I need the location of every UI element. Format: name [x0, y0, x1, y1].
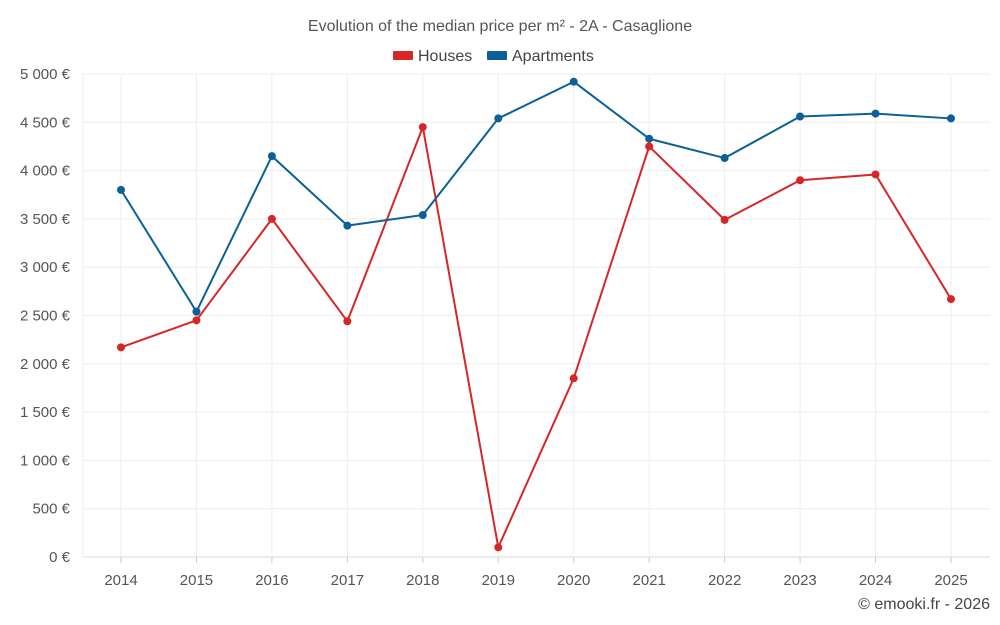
data-point-houses[interactable]: [192, 316, 201, 325]
y-tick-label: 3 000 €: [20, 259, 71, 276]
data-point-houses[interactable]: [267, 214, 276, 223]
y-tick-label: 0 €: [49, 549, 71, 566]
data-point-apartments[interactable]: [192, 307, 201, 316]
data-point-apartments[interactable]: [796, 112, 805, 121]
series-layer: [117, 77, 955, 552]
x-tick-label: 2022: [708, 572, 741, 589]
copyright-text: © emooki.fr - 2026: [858, 596, 990, 613]
data-point-houses[interactable]: [645, 142, 654, 151]
legend-swatch-apartments: [487, 51, 507, 60]
series-apartments: [117, 77, 955, 316]
x-tick-label: 2016: [255, 572, 288, 589]
data-point-apartments[interactable]: [343, 221, 352, 230]
data-point-apartments[interactable]: [494, 114, 503, 123]
x-tick-label: 2025: [934, 572, 967, 589]
y-tick-label: 1 500 €: [20, 404, 71, 421]
data-point-houses[interactable]: [871, 170, 880, 179]
data-point-houses[interactable]: [720, 215, 729, 224]
grid: [83, 73, 990, 558]
series-line-houses: [120, 126, 952, 549]
axes: 0 € 500 € 1 000 € 1 500 € 2 000 € 2 500 € 3 00…: [20, 66, 968, 589]
x-tick-label: 2018: [406, 572, 439, 589]
data-point-apartments[interactable]: [947, 114, 955, 123]
data-point-houses[interactable]: [343, 317, 352, 326]
legend-swatch-houses: [393, 51, 413, 60]
data-point-houses[interactable]: [569, 374, 578, 383]
x-tick-label: 2019: [482, 572, 515, 589]
legend-label-apartments[interactable]: Apartments: [512, 48, 594, 65]
data-point-apartments[interactable]: [569, 77, 578, 86]
x-tick-label: 2017: [331, 572, 364, 589]
x-tick-label: 2014: [104, 572, 137, 589]
y-tick-label: 2 000 €: [20, 356, 71, 373]
data-point-houses[interactable]: [947, 295, 955, 304]
y-tick-label: 2 500 €: [20, 308, 71, 325]
y-tick-label: 4 500 €: [20, 114, 71, 131]
x-tick-label: 2024: [859, 572, 892, 589]
data-point-apartments[interactable]: [645, 134, 654, 143]
x-tick-label: 2015: [180, 572, 213, 589]
chart-title: Evolution of the median price per m² - 2…: [308, 18, 692, 35]
y-tick-label: 1 000 €: [20, 452, 71, 469]
data-point-houses[interactable]: [418, 123, 427, 132]
data-point-apartments[interactable]: [720, 154, 729, 163]
y-tick-label: 3 500 €: [20, 211, 71, 228]
data-point-houses[interactable]: [796, 176, 805, 185]
y-tick-label: 5 000 €: [20, 66, 71, 83]
legend-label-houses[interactable]: Houses: [418, 48, 472, 65]
data-point-houses[interactable]: [117, 343, 125, 352]
series-line-apartments: [120, 80, 952, 313]
x-tick-label: 2023: [783, 572, 816, 589]
x-tick-label: 2020: [557, 572, 590, 589]
series-houses: [117, 123, 955, 552]
data-point-apartments[interactable]: [871, 109, 880, 118]
data-point-apartments[interactable]: [117, 185, 125, 194]
y-tick-label: 4 000 €: [20, 163, 71, 180]
legend: Houses Apartments: [393, 48, 594, 65]
data-point-apartments[interactable]: [418, 211, 427, 220]
y-tick-label: 500 €: [32, 501, 70, 518]
x-tick-label: 2021: [632, 572, 665, 589]
data-point-houses[interactable]: [494, 543, 503, 552]
data-point-apartments[interactable]: [267, 152, 276, 161]
